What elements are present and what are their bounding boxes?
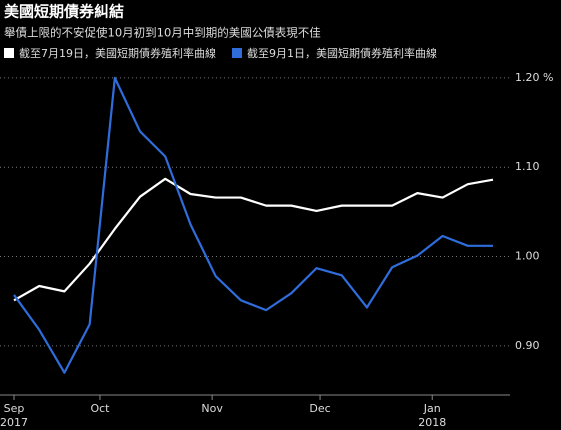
y-tick-label: 1.10 [515,160,540,173]
legend-swatch [232,48,242,58]
y-tick-label: 1.20 % [515,71,553,84]
x-tick-label: Oct [90,402,110,415]
x-tick-label: Sep [4,402,25,415]
legend-swatch [4,48,14,58]
legend-label: 截至9月1日，美國短期債券殖利率曲線 [247,46,437,60]
x-year-label: 2017 [0,416,28,429]
chart-subtitle: 舉債上限的不安促使10月初到10月中到期的美國公債表現不佳 [4,26,321,40]
x-year-label: 2018 [418,416,446,429]
legend-label: 截至7月19日，美國短期債券殖利率曲線 [19,46,216,60]
x-tick-label: Nov [201,402,223,415]
y-tick-label: 1.00 [515,250,540,263]
series-line [13,177,494,302]
x-tick-label: Jan [423,402,441,415]
x-tick-label: Dec [309,402,330,415]
chart-title: 美國短期債券糾結 [4,3,124,21]
series-line [13,76,493,374]
y-tick-label: 0.90 [515,339,540,352]
